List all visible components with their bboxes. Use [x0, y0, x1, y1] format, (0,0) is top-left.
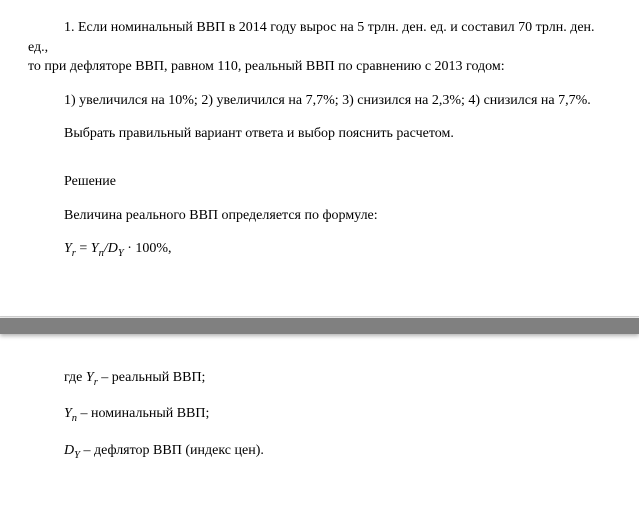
solution-formula: Yr = Yn/DY · 100%,	[28, 239, 611, 261]
problem-text2: то при дефляторе ВВП, равном 110, реальн…	[28, 59, 505, 74]
solution-heading: Решение	[28, 172, 611, 192]
formula-yn: Yn	[91, 241, 104, 256]
def-yn-text: – номинальный ВВП;	[77, 406, 209, 421]
problem-text1: Если номинальный ВВП в 2014 году вырос н…	[28, 20, 595, 55]
def-dy: DY – дефлятор ВВП (индекс цен).	[28, 441, 611, 463]
def-dy-sym: DY	[64, 443, 80, 458]
formula-dy: DY	[108, 241, 124, 256]
def-yn-sym: Yn	[64, 406, 77, 421]
solution-intro: Величина реального ВВП определяется по ф…	[28, 206, 611, 226]
formula-yr: Yr	[64, 241, 76, 256]
problem-options: 1) увеличился на 10%; 2) увеличился на 7…	[28, 91, 611, 111]
def-yr-sym: Yr	[86, 370, 98, 385]
def-yr-text: – реальный ВВП;	[98, 370, 206, 385]
def-yr: где Yr – реальный ВВП;	[28, 368, 611, 390]
formula-eq: =	[76, 241, 91, 256]
problem-statement: 1. Если номинальный ВВП в 2014 году выро…	[28, 18, 611, 77]
problem-instruction: Выбрать правильный вариант ответа и выбо…	[28, 124, 611, 144]
where-label: где	[64, 370, 86, 385]
problem-number: 1.	[64, 20, 75, 35]
problem-line1: 1. Если номинальный ВВП в 2014 году выро…	[28, 18, 611, 57]
page-lower: где Yr – реальный ВВП; Yn – номинальный …	[0, 368, 639, 495]
page-upper: 1. Если номинальный ВВП в 2014 году выро…	[0, 0, 639, 294]
def-dy-text: – дефлятор ВВП (индекс цен).	[80, 443, 264, 458]
formula-tail: · 100%,	[124, 241, 172, 256]
def-yn: Yn – номинальный ВВП;	[28, 404, 611, 426]
page-divider	[0, 318, 639, 334]
